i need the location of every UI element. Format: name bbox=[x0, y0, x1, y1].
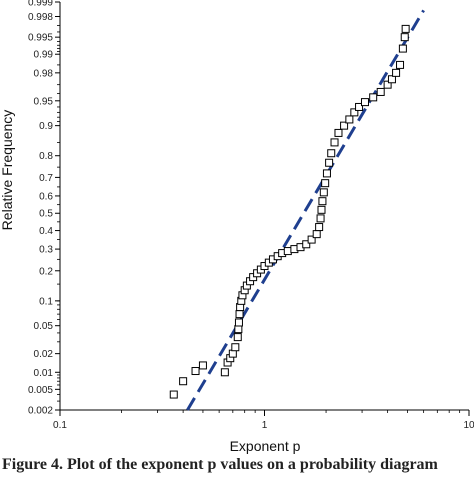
data-point bbox=[179, 377, 188, 386]
data-point bbox=[315, 223, 324, 232]
data-point bbox=[350, 108, 359, 117]
data-point bbox=[234, 325, 243, 334]
data-points bbox=[169, 24, 410, 399]
data-point bbox=[387, 75, 396, 84]
y-tick-label: 0.4 bbox=[39, 226, 53, 237]
x-tick-label: 10 bbox=[463, 420, 474, 431]
x-tick-label: 0.1 bbox=[53, 420, 67, 431]
y-tick-label: 0.6 bbox=[39, 191, 53, 202]
x-tick-label: 1 bbox=[262, 420, 268, 431]
data-point bbox=[317, 205, 326, 214]
data-point bbox=[318, 197, 327, 206]
x-axis-label: Exponent p bbox=[230, 438, 301, 454]
data-point bbox=[334, 128, 343, 137]
x-axis-ticks: 0.1 1 10 bbox=[53, 410, 474, 431]
data-point bbox=[169, 390, 178, 399]
y-tick-label: 0.995 bbox=[28, 33, 53, 44]
fit-line-dashed bbox=[186, 9, 425, 411]
data-point bbox=[345, 115, 354, 124]
y-axis-ticks: 0.002 0.005 0.01 0.02 0.05 0.1 0.2 0.3 0.4 0.5 0.6… bbox=[28, 0, 60, 417]
data-point bbox=[283, 247, 292, 256]
data-point bbox=[302, 240, 311, 249]
y-tick-label: 0.002 bbox=[28, 406, 53, 417]
y-tick-label: 0.3 bbox=[39, 245, 53, 256]
y-tick-label: 0.01 bbox=[34, 368, 54, 379]
axes bbox=[59, 2, 469, 411]
data-point bbox=[233, 333, 242, 342]
y-tick-label: 0.1 bbox=[39, 296, 53, 307]
data-point bbox=[312, 230, 321, 239]
y-tick-label: 0.98 bbox=[34, 68, 54, 79]
y-tick-label: 0.998 bbox=[28, 12, 53, 23]
data-point bbox=[355, 102, 364, 111]
data-point bbox=[321, 179, 330, 188]
y-tick-label: 0.7 bbox=[39, 173, 53, 184]
data-point bbox=[220, 368, 229, 377]
data-point bbox=[191, 367, 200, 376]
y-tick-label: 0.999 bbox=[28, 0, 53, 9]
data-point bbox=[398, 44, 407, 53]
y-tick-label: 0.2 bbox=[39, 266, 53, 277]
probability-plot: 0.1 1 10 0.0020.0050.010.020.050.10.20.30.… bbox=[0, 0, 474, 454]
y-tick-label: 0.99 bbox=[34, 50, 54, 61]
y-tick-label: 0.05 bbox=[34, 321, 54, 332]
data-point bbox=[198, 361, 207, 370]
data-point bbox=[392, 68, 401, 77]
data-point bbox=[319, 188, 328, 197]
y-tick-label: 0.9 bbox=[39, 121, 53, 132]
data-point bbox=[330, 138, 339, 147]
data-point bbox=[316, 214, 325, 223]
y-tick-label: 0.8 bbox=[39, 151, 53, 162]
data-point bbox=[322, 169, 331, 178]
data-point bbox=[376, 87, 385, 96]
data-point bbox=[360, 98, 369, 107]
y-tick-label: 0.005 bbox=[28, 385, 53, 396]
y-tick-label: 0.5 bbox=[39, 209, 53, 220]
data-point bbox=[396, 60, 405, 69]
fit-line bbox=[186, 9, 425, 411]
data-point bbox=[383, 80, 392, 89]
data-point bbox=[307, 235, 316, 244]
data-point bbox=[401, 24, 410, 33]
y-axis-label: Relative Frequency bbox=[0, 110, 15, 231]
data-point bbox=[231, 343, 240, 352]
data-point bbox=[234, 318, 243, 327]
y-tick-label: 0.95 bbox=[34, 96, 54, 107]
data-point bbox=[235, 310, 244, 319]
data-point bbox=[400, 33, 409, 42]
data-point bbox=[325, 158, 334, 167]
data-point bbox=[340, 121, 349, 130]
data-point bbox=[327, 149, 336, 158]
data-point bbox=[369, 93, 378, 102]
figure-caption: Figure 4. Plot of the exponent p values … bbox=[2, 456, 438, 473]
y-tick-label: 0.02 bbox=[34, 349, 54, 360]
